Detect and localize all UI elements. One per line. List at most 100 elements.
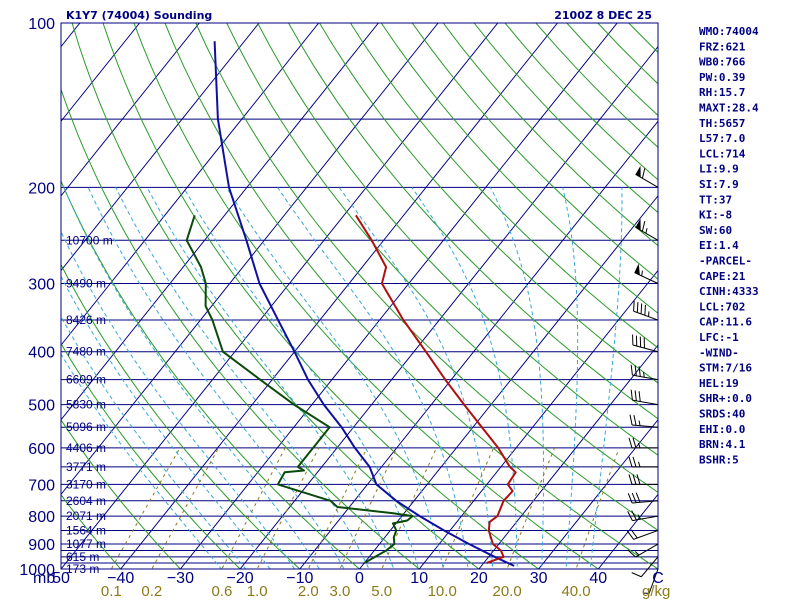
dry-adiabat-line xyxy=(535,23,658,149)
moist-adiabat-line xyxy=(63,187,320,569)
plot-frame xyxy=(60,22,659,570)
temperature-tick-label: 40 xyxy=(589,570,607,587)
dry-adiabat-line xyxy=(71,23,480,569)
temperature-tick-label: −20 xyxy=(227,570,254,587)
dry-adiabat-line xyxy=(411,23,658,280)
index-value: -PARCEL- xyxy=(699,255,752,268)
dry-adiabat-line xyxy=(319,23,658,384)
stability-indices-panel: WMO:74004 FRZ:621 WB0:766 PW:0.39 RH:15.7 MAX… xyxy=(699,25,759,466)
mixing-ratio-line xyxy=(381,447,437,569)
mixing-ratio-tick-label: 1.0 xyxy=(247,583,268,600)
temperature-trace-line xyxy=(355,214,517,564)
wind-barb xyxy=(634,263,659,284)
pressure-tick-label: 1000 xyxy=(19,562,55,579)
index-value: KI:-8 xyxy=(699,209,732,222)
wind-barb xyxy=(627,492,659,504)
mixing-ratio-tick-label: 0.6 xyxy=(211,583,232,600)
height-label: 3771 m xyxy=(66,460,106,474)
wind-barb xyxy=(635,218,659,241)
dry-adiabat-line xyxy=(257,23,658,456)
dry-adiabat-line xyxy=(566,23,658,117)
height-label: 7480 m xyxy=(66,345,106,359)
index-value: WMO:74004 xyxy=(699,25,759,38)
mixing-ratio-line xyxy=(441,447,495,569)
isotherm-line xyxy=(61,23,200,197)
isotherm-line xyxy=(538,418,658,569)
dry-adiabat-line xyxy=(349,23,658,349)
isotherm-line xyxy=(0,23,20,569)
index-value: TH:5657 xyxy=(699,117,745,130)
index-value: LI:9.9 xyxy=(699,163,739,176)
pressure-tick-label: 900 xyxy=(28,537,55,554)
height-label: 6609 m xyxy=(66,373,106,387)
dewpoint-trace-line xyxy=(185,214,414,564)
moist-adiabat-line xyxy=(61,315,247,569)
moist-adiabat-line xyxy=(489,187,545,569)
wind-barb xyxy=(632,334,659,353)
height-label: 5096 m xyxy=(66,420,106,434)
wind-barb xyxy=(629,414,659,428)
valid-time: 2100Z 8 DEC 25 xyxy=(554,9,652,22)
mixing-ratio-tick-label: 0.1 xyxy=(101,583,122,600)
index-value: RH:15.7 xyxy=(699,86,745,99)
sounding-profiles xyxy=(185,41,517,567)
pressure-tick-label: 600 xyxy=(28,441,55,458)
moist-adiabat-line xyxy=(61,353,223,569)
mixing-ratio-tick-label: 40.0 xyxy=(561,583,590,600)
moist-adiabat-line xyxy=(183,187,420,569)
parcel-trace-line xyxy=(213,41,515,567)
temperature-tick-label: 20 xyxy=(470,570,488,587)
pressure-tick-label: 100 xyxy=(28,16,55,33)
mixing-ratio-tick-label: 10.0 xyxy=(428,583,457,600)
height-label: 173 m xyxy=(66,562,99,576)
pressure-tick-label: 700 xyxy=(28,477,55,494)
index-value: -WIND- xyxy=(699,346,739,359)
chart-title: K1Y7 (74004) Sounding xyxy=(66,9,212,22)
index-value: CINH:4333 xyxy=(699,285,759,298)
wind-barb xyxy=(630,364,659,381)
index-value: CAP:11.6 xyxy=(699,316,752,329)
index-value: EI:1.4 xyxy=(699,239,739,252)
isotherm-line xyxy=(61,23,439,496)
pressure-tick-label: 500 xyxy=(28,398,55,415)
moist-adiabat-line xyxy=(146,187,395,569)
isotherm-line xyxy=(359,195,658,569)
index-value: STM:7/16 xyxy=(699,362,752,375)
mixing-ratio-tick-label: 0.2 xyxy=(141,583,162,600)
index-value: LCL:714 xyxy=(699,147,746,160)
mixing-ratio-tick-label: 2.0 xyxy=(298,583,319,600)
temperature-tick-label: 30 xyxy=(530,570,548,587)
mixing-ratio-line xyxy=(110,447,181,569)
index-value: CAPE:21 xyxy=(699,270,746,283)
pressure-unit-label: mb xyxy=(33,570,55,587)
temperature-tick-label: 50 xyxy=(52,570,70,587)
mixing-ratio-line xyxy=(307,447,368,569)
moist-adiabat-line xyxy=(61,275,271,569)
moist-adiabat-line xyxy=(87,187,345,569)
dry-adiabat-line xyxy=(61,87,420,569)
isotherm-line xyxy=(478,344,658,569)
dry-adiabat-line xyxy=(288,23,658,420)
isotherm-line xyxy=(180,23,618,569)
index-value: WB0:766 xyxy=(699,56,746,69)
wind-barbs xyxy=(626,165,659,594)
index-value: FRZ:621 xyxy=(699,40,746,53)
wind-barb xyxy=(633,300,659,321)
temperature-tick-label: −10 xyxy=(286,570,313,587)
dry-adiabat-line xyxy=(195,23,658,531)
wind-barb xyxy=(627,543,659,558)
index-value: SHR+:0.0 xyxy=(699,392,752,405)
height-label: 2604 m xyxy=(66,494,106,508)
isotherm-line xyxy=(61,23,379,421)
temperature-tick-label: 10 xyxy=(410,570,428,587)
temperature-tick-label: −30 xyxy=(167,570,194,587)
isotherm-line xyxy=(61,23,140,123)
height-label: 3170 m xyxy=(66,477,106,491)
dry-adiabat-line xyxy=(226,23,658,493)
height-label: 2071 m xyxy=(66,509,106,523)
wind-barb xyxy=(627,510,659,522)
height-label: 5830 m xyxy=(66,398,106,412)
isotherm-line xyxy=(61,23,260,272)
dry-adiabat-line xyxy=(102,23,540,569)
